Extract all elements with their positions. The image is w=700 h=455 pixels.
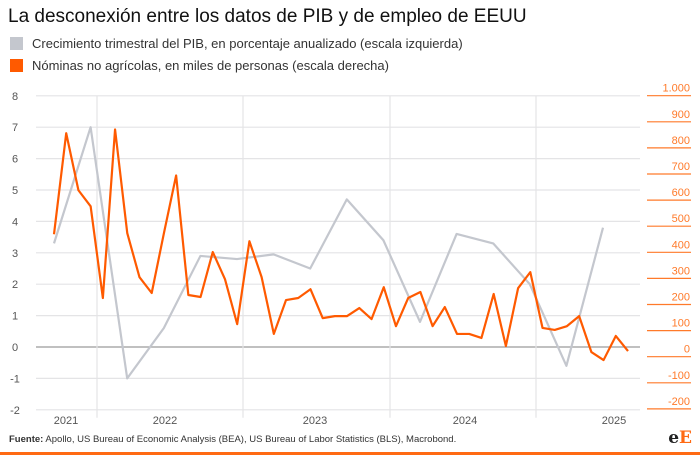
payrolls-swatch-icon (10, 59, 23, 72)
chart-plot: 8 7 6 5 4 3 2 1 0 -1 -2 2021 2022 2023 2024 2025 1.000 90… (10, 83, 691, 427)
left-tick-label: 8 (12, 91, 18, 103)
gdp-line (52, 126, 605, 380)
right-tick-label: 0 (684, 344, 690, 356)
left-tick-label: 1 (12, 311, 18, 323)
left-tick-label: 3 (12, 248, 18, 260)
right-tick-label: 200 (672, 292, 690, 304)
legend-item-gdp: Crecimiento trimestral del PIB, en porce… (10, 36, 463, 51)
left-tick-label: 2 (12, 279, 18, 291)
right-tick-label: 800 (672, 135, 690, 147)
source-note: Fuente: Apollo, US Bureau of Economic An… (9, 434, 456, 445)
right-tick-label: 400 (672, 239, 690, 251)
x-tick-label: 2021 (54, 415, 78, 427)
left-tick-label: 6 (12, 154, 18, 166)
payrolls-line (52, 128, 629, 362)
right-tick-label: 1.000 (662, 83, 690, 95)
left-tick-label: 4 (12, 216, 18, 228)
chart-title: La desconexión entre los datos de PIB y … (8, 6, 527, 27)
source-text: Apollo, US Bureau of Economic Analysis (… (43, 434, 457, 445)
left-tick-label: 7 (12, 122, 18, 134)
right-tick-label: -100 (668, 370, 690, 382)
legend-item-payrolls: Nóminas no agrícolas, en miles de person… (10, 58, 389, 73)
source-label: Fuente: (9, 434, 44, 445)
right-tick-label: 300 (672, 265, 690, 277)
left-tick-label: 0 (12, 342, 18, 354)
right-tick-label: 100 (672, 318, 690, 330)
bottom-accent-bar (0, 452, 700, 455)
x-tick-label: 2024 (453, 415, 477, 427)
gdp-swatch-icon (10, 37, 23, 50)
x-tick-label: 2022 (153, 415, 177, 427)
x-tick-label: 2023 (303, 415, 327, 427)
right-tick-label: -200 (668, 396, 690, 408)
right-tick-label: 500 (672, 213, 690, 225)
left-tick-label: 5 (12, 185, 18, 197)
x-tick-label: 2025 (602, 415, 626, 427)
brand-logo: eE (668, 428, 692, 448)
legend-label-gdp: Crecimiento trimestral del PIB, en porce… (32, 36, 463, 51)
right-tick-label: 600 (672, 187, 690, 199)
legend-label-payrolls: Nóminas no agrícolas, en miles de person… (32, 58, 389, 73)
right-tick-label: 900 (672, 109, 690, 121)
left-tick-label: -2 (10, 405, 20, 417)
left-tick-label: -1 (10, 373, 20, 385)
right-tick-label: 700 (672, 161, 690, 173)
